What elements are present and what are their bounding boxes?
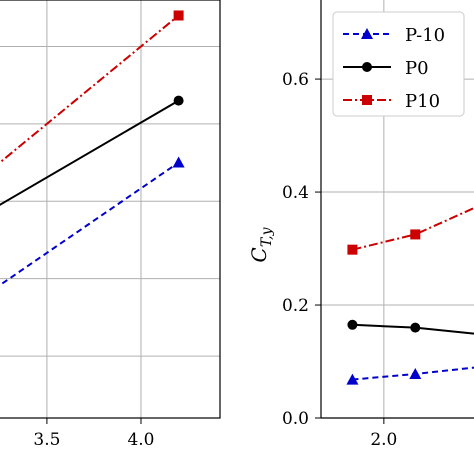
right-series-group (346, 206, 474, 385)
left-series-line-p0 (0, 99, 180, 206)
legend-entries: P-10 P0 P10 (343, 25, 445, 112)
legend: P-10 P0 P10 (332, 11, 465, 117)
left-plot-panel: 3.5 4.0 (0, 0, 221, 450)
legend-marker-p10 (362, 95, 372, 105)
right-marker-p10 (346, 373, 359, 385)
right-marker-p10 (347, 244, 358, 255)
right-y-tick-label: 0.6 (282, 70, 309, 90)
left-marker-p10 (173, 10, 184, 21)
y-axis-label: CT,y (247, 226, 275, 262)
left-series-line-p10 (0, 14, 180, 164)
right-marker-p0 (347, 319, 358, 330)
right-x-ticks: 2.0 (370, 418, 397, 450)
right-plot-panel: 0.0 0.2 0.4 0.6 2.0 CT,y P-10 P0 P10 (247, 0, 474, 450)
right-y-tick-label: 0.4 (282, 183, 309, 203)
left-marker-p0 (173, 95, 184, 106)
left-x-tick-label: 3.5 (33, 430, 60, 450)
legend-label-p0: P0 (405, 58, 429, 79)
y-axis-label-main: C (247, 247, 271, 262)
left-marker-p10 (172, 156, 185, 168)
left-x-tick-label: 4.0 (127, 430, 154, 450)
legend-label-p10: P10 (405, 91, 440, 112)
right-y-ticks: 0.0 0.2 0.4 0.6 (282, 70, 321, 429)
left-plot-frame (0, 0, 221, 419)
left-grid (0, 0, 220, 418)
y-axis-label-sub: T,y (259, 226, 275, 247)
right-x-tick-label: 2.0 (370, 430, 397, 450)
legend-marker-p10 (361, 28, 373, 39)
left-series-line-p10 (0, 161, 180, 287)
right-marker-p10 (409, 367, 422, 379)
legend-label-p10: P-10 (405, 25, 445, 46)
right-y-tick-label: 0.2 (282, 296, 309, 316)
right-y-tick-label: 0.0 (282, 409, 309, 429)
left-x-ticks: 3.5 4.0 (33, 418, 155, 450)
right-marker-p0 (410, 322, 421, 333)
right-marker-p10 (410, 229, 421, 240)
legend-marker-p0 (362, 62, 372, 72)
left-series-group (0, 10, 185, 287)
